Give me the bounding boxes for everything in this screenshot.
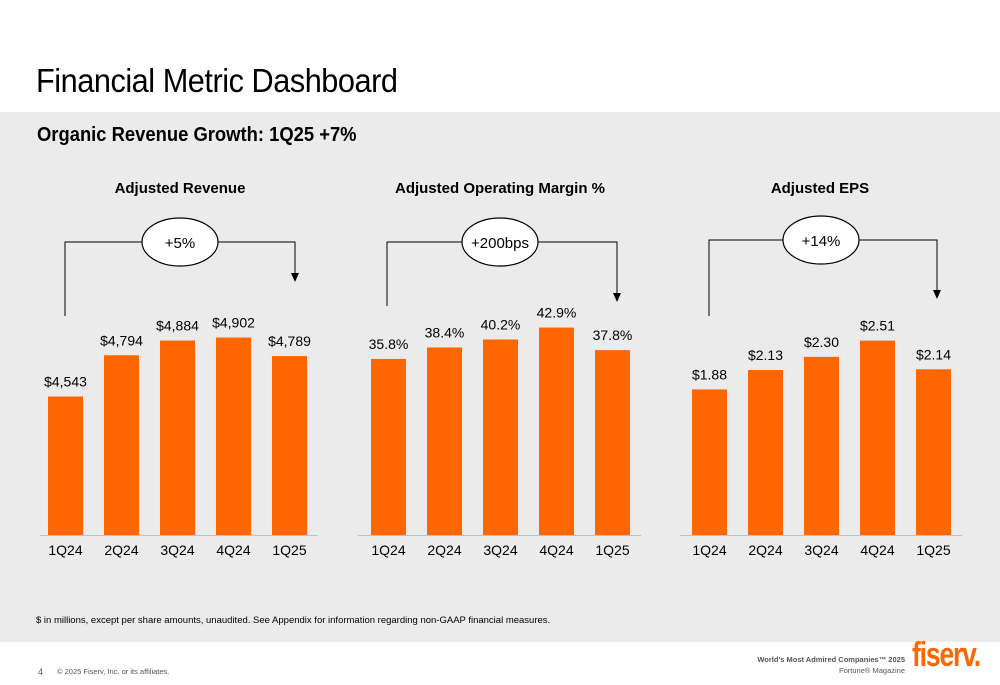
x-tick-label: 4Q24 (860, 542, 894, 558)
x-tick-label: 1Q25 (595, 542, 629, 558)
x-tick-label: 3Q24 (160, 542, 194, 558)
data-label: $4,794 (100, 332, 143, 348)
bar (48, 396, 83, 535)
copyright: © 2025 Fiserv, Inc. or its affiliates. (57, 667, 170, 676)
award-line-1: World's Most Admired Companies™ 2025 (757, 655, 905, 664)
data-label: $4,789 (268, 333, 311, 349)
change-ellipse (782, 215, 860, 265)
x-tick-label: 1Q25 (916, 542, 950, 558)
footnote: $ in millions, except per share amounts,… (36, 615, 551, 626)
x-tick-label: 3Q24 (804, 542, 838, 558)
fiserv-logo: fiserv. (912, 636, 981, 674)
bar (539, 327, 574, 535)
data-label: $2.13 (748, 347, 783, 363)
data-label: $4,902 (212, 315, 255, 331)
x-tick-label: 2Q24 (427, 542, 461, 558)
x-tick-label: 1Q24 (371, 542, 405, 558)
bar (483, 339, 518, 535)
data-label: 35.8% (369, 336, 409, 352)
arrow-head-icon (933, 290, 941, 299)
bar (860, 340, 895, 535)
page-title: Financial Metric Dashboard (36, 62, 398, 99)
chart-title: Adjusted Operating Margin % (395, 180, 605, 197)
x-tick-label: 2Q24 (748, 542, 782, 558)
data-label: $2.14 (916, 346, 951, 362)
data-label: 38.4% (425, 324, 465, 340)
bar (216, 337, 251, 535)
data-label: 37.8% (593, 327, 633, 343)
bar (916, 369, 951, 535)
bar (104, 355, 139, 535)
award-line-2: Fortune® Magazine (839, 666, 905, 675)
x-tick-label: 1Q24 (692, 542, 726, 558)
change-label: +14% (802, 233, 841, 250)
x-tick-label: 1Q25 (272, 542, 306, 558)
arrow-head-icon (613, 293, 621, 302)
chart-title: Adjusted Revenue (115, 180, 246, 197)
x-tick-label: 2Q24 (104, 542, 138, 558)
bar (371, 358, 406, 535)
arrow-head-icon (291, 273, 299, 282)
x-tick-label: 3Q24 (483, 542, 517, 558)
data-label: $4,884 (156, 317, 199, 333)
data-label: $4,543 (44, 374, 87, 390)
x-tick-label: 4Q24 (216, 542, 250, 558)
x-tick-label: 1Q24 (48, 542, 82, 558)
data-label: 40.2% (481, 317, 521, 333)
bar (692, 389, 727, 535)
page-number: 4 (38, 667, 44, 677)
bar (748, 370, 783, 535)
bar (427, 347, 462, 535)
bar (804, 356, 839, 535)
change-label: +5% (165, 235, 195, 252)
data-label: $2.51 (860, 318, 895, 334)
award-text: World's Most Admired Companies™ 2025 For… (757, 654, 905, 676)
change-ellipse (141, 217, 219, 267)
page-subtitle: Organic Revenue Growth: 1Q25 +7% (37, 124, 357, 146)
data-label: $1.88 (692, 366, 727, 382)
data-label: 42.9% (537, 305, 577, 321)
x-tick-label: 4Q24 (539, 542, 573, 558)
change-ellipse (461, 217, 539, 267)
bar (595, 350, 630, 535)
bar (272, 356, 307, 535)
chart-title: Adjusted EPS (771, 180, 869, 197)
change-label: +200bps (471, 235, 529, 252)
data-label: $2.30 (804, 334, 839, 350)
bar (160, 340, 195, 535)
